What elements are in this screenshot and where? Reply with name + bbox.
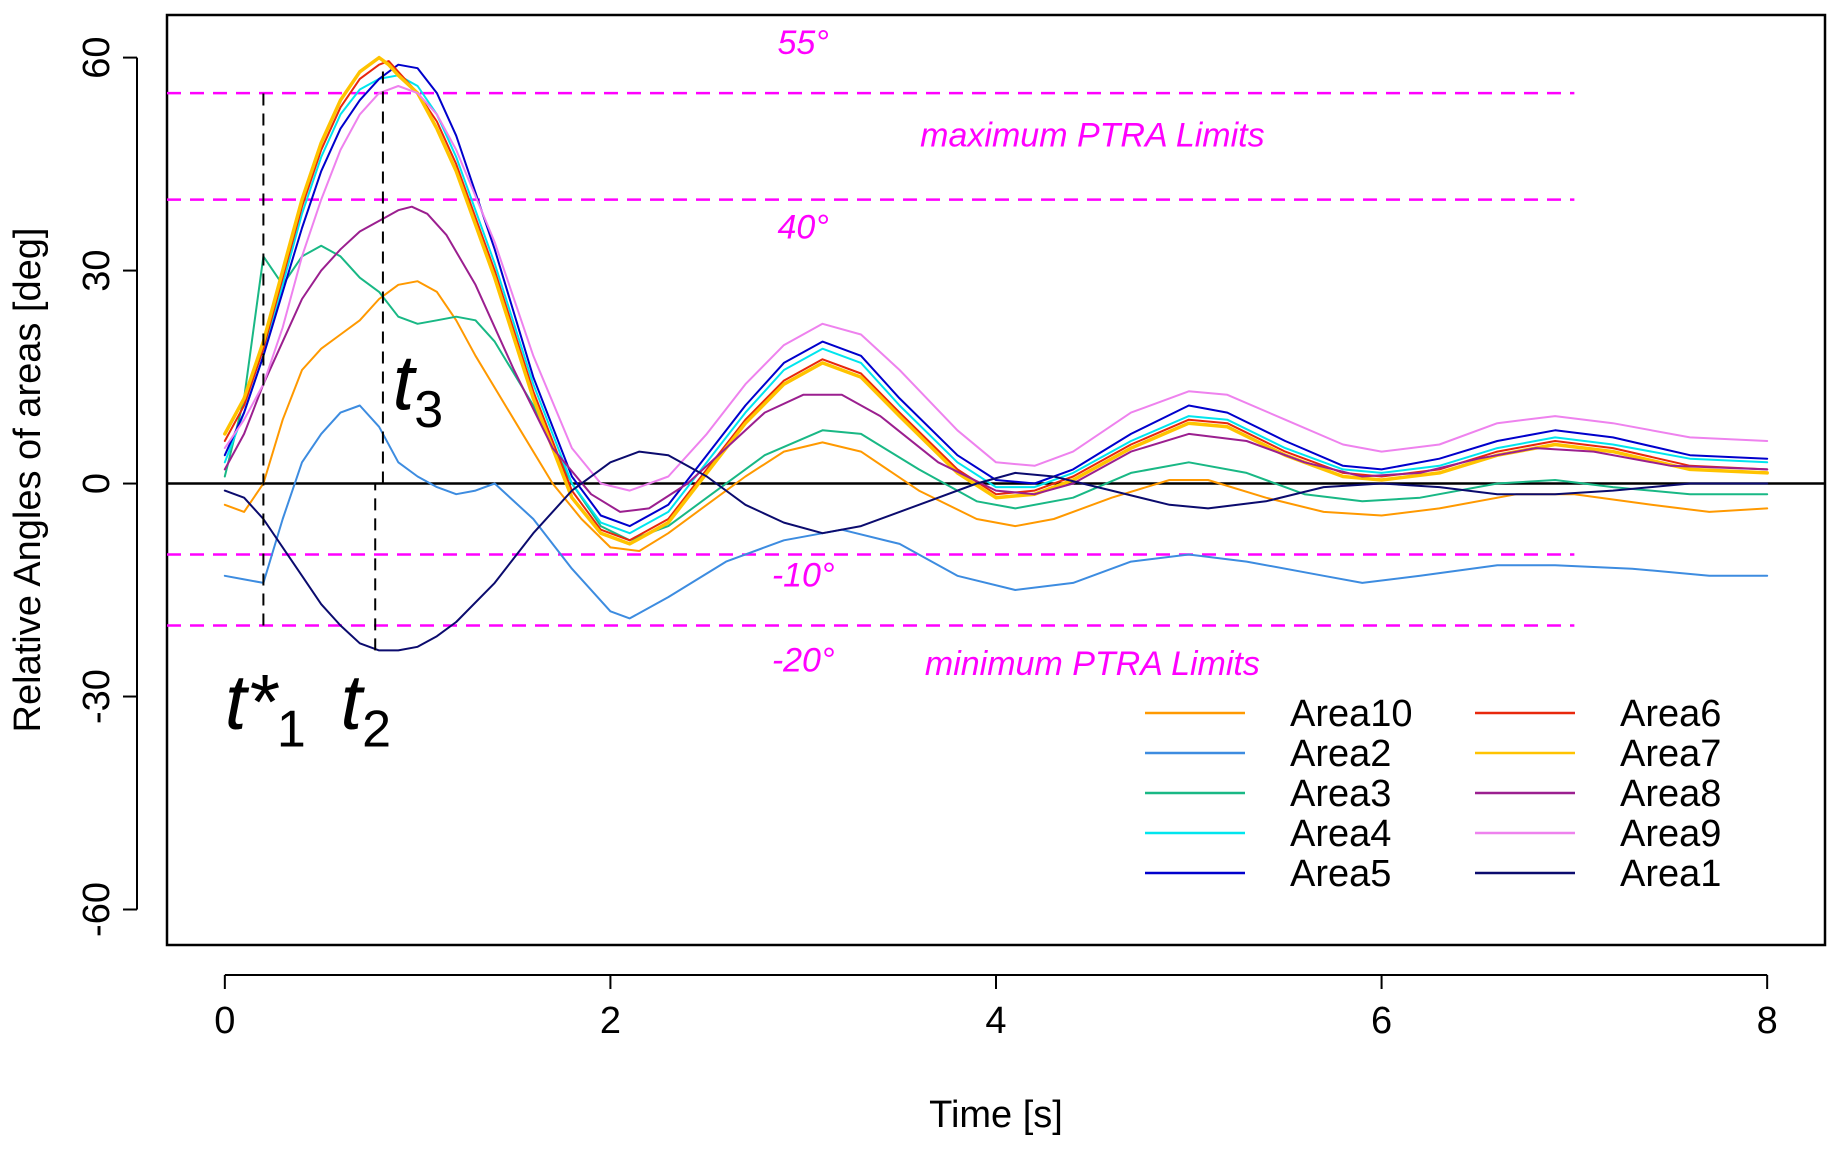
y-tick-label-30: -30 [76,669,118,724]
series-line-area1 [223,450,1769,652]
y-axis-title: Relative Angles of areas [deg] [7,228,49,733]
x-tick-label-2: 2 [600,1000,621,1042]
annotation-maximum-ptra-limits: maximum PTRA Limits [920,116,1264,154]
y-tick-label-60: 60 [76,36,118,78]
event-marker-label-1: t*1 [225,657,306,758]
legend-label-area9: Area9 [1620,813,1721,855]
series-line-area2 [223,404,1769,620]
axes: 0 2 4 6 8 Time [s] -60 -30 0 30 60 Relative Angles … [7,36,1778,1136]
x-tick-label-4: 4 [985,1000,1006,1042]
y-tick-label-0: 0 [76,473,118,494]
legend-label-area2: Area2 [1290,733,1391,775]
legend-label-area8: Area8 [1620,773,1721,815]
event-marker-subscript: 3 [414,381,443,439]
legend-label-area10: Area10 [1290,693,1413,735]
legend-label-area5: Area5 [1290,853,1391,895]
event-marker-subscript: 1 [277,700,306,758]
x-axis-title: Time [s] [929,1094,1063,1136]
series-line-area8 [223,205,1769,513]
reference-label-10: -10° [772,556,835,594]
event-marker-symbol: t [393,338,418,426]
series-line-area3 [223,244,1769,542]
reference-label-40: 40° [777,209,828,247]
plot-frame [165,13,1827,947]
legend-label-area6: Area6 [1620,693,1721,735]
event-marker-label-2: t2 [341,657,392,758]
reference-label-20: -20° [772,642,835,680]
x-tick-label-6: 6 [1371,1000,1392,1042]
legend-label-area4: Area4 [1290,813,1391,855]
event-marker-symbol: t [341,657,366,745]
series-line-area10 [223,280,1769,552]
series-line-area9 [223,85,1769,492]
legend-label-area3: Area3 [1290,773,1391,815]
annotation-minimum-ptra-limits: minimum PTRA Limits [925,645,1260,683]
event-marker-label-3: t3 [393,338,444,439]
series-line-area5 [223,63,1769,528]
event-marker-symbol: t* [225,657,280,745]
x-tick-label-8: 8 [1757,1000,1778,1042]
y-tick-label-30: 30 [76,249,118,291]
series-line-area4 [223,74,1769,535]
y-tick-label-60: -60 [76,882,118,937]
reference-lines: 55° 40° -10° -20° maximum PTRA Limits minimum… [167,24,1825,683]
legend-label-area1: Area1 [1620,853,1721,895]
legend: Area10Area2Area3Area4Area5Area6Area7Area… [1145,693,1721,895]
legend-label-area7: Area7 [1620,733,1721,775]
reference-label-55: 55° [777,24,828,62]
event-marker-subscript: 2 [362,700,391,758]
series-lines [223,55,1769,652]
x-tick-label-0: 0 [214,1000,235,1042]
